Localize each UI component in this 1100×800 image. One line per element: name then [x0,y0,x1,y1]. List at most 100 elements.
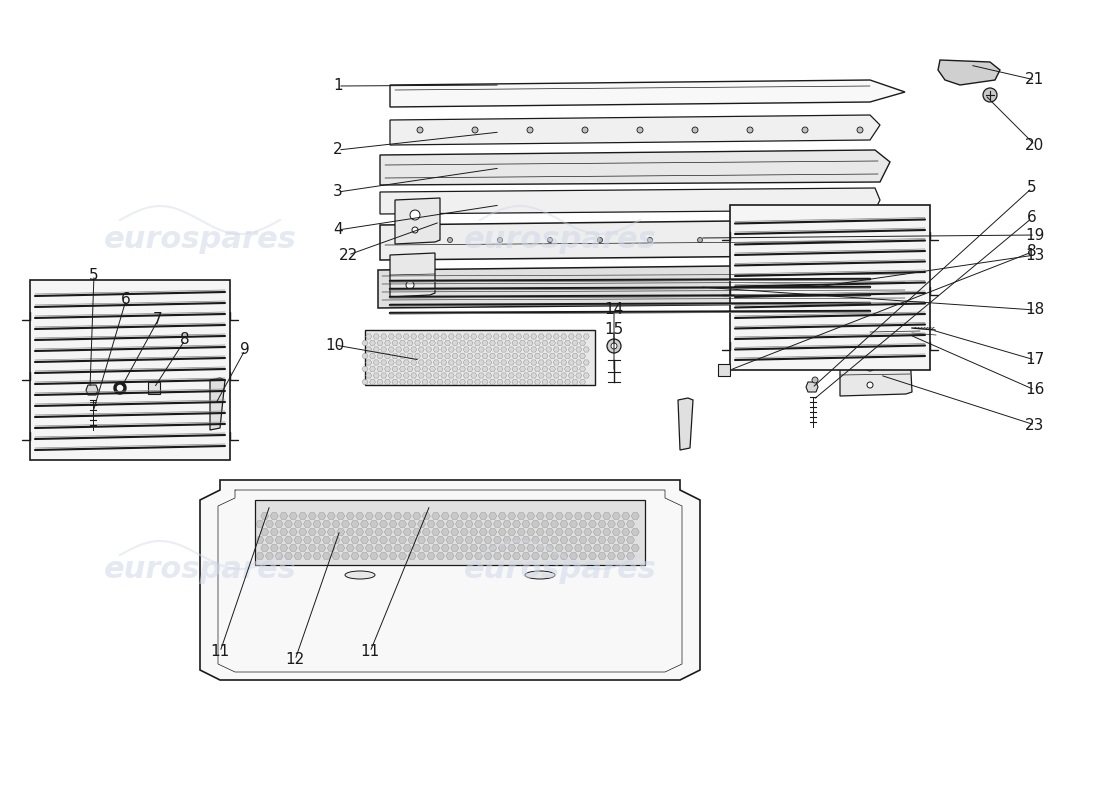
Polygon shape [530,360,537,365]
Polygon shape [294,537,302,543]
Polygon shape [493,360,499,365]
Polygon shape [522,521,530,527]
Polygon shape [537,545,544,551]
Polygon shape [486,347,492,352]
Polygon shape [541,553,549,559]
Polygon shape [407,379,412,385]
Polygon shape [497,366,503,371]
Polygon shape [494,537,502,543]
Polygon shape [617,521,625,527]
Polygon shape [370,553,378,559]
Polygon shape [505,341,510,346]
Polygon shape [570,553,578,559]
Polygon shape [373,347,380,352]
Polygon shape [362,341,369,346]
Polygon shape [426,334,431,339]
Polygon shape [346,529,354,535]
Text: 21: 21 [1025,73,1045,87]
Polygon shape [553,347,559,352]
Polygon shape [410,360,417,365]
Polygon shape [385,341,390,346]
Polygon shape [275,537,283,543]
Polygon shape [505,379,510,385]
Polygon shape [575,360,582,365]
Polygon shape [452,379,458,385]
Polygon shape [455,360,462,365]
Polygon shape [451,529,459,535]
Polygon shape [474,341,481,346]
Polygon shape [527,379,534,385]
Polygon shape [557,354,563,358]
Circle shape [802,127,808,133]
Polygon shape [86,385,98,395]
Text: 20: 20 [1025,138,1045,153]
Polygon shape [398,537,407,543]
Polygon shape [516,334,521,339]
Polygon shape [471,347,476,352]
Polygon shape [304,553,311,559]
Polygon shape [441,545,449,551]
Polygon shape [497,379,503,385]
Polygon shape [412,545,420,551]
Polygon shape [564,366,571,371]
Polygon shape [381,334,387,339]
Polygon shape [451,545,459,551]
Polygon shape [550,341,556,346]
Polygon shape [498,529,506,535]
Polygon shape [613,513,620,519]
Polygon shape [488,513,497,519]
Bar [30,280,230,460]
Polygon shape [441,529,449,535]
Polygon shape [361,553,368,559]
Polygon shape [375,529,383,535]
Text: 5: 5 [1027,181,1037,195]
Polygon shape [404,347,409,352]
Polygon shape [460,379,465,385]
Polygon shape [341,521,350,527]
Polygon shape [593,513,602,519]
Polygon shape [463,360,470,365]
Polygon shape [422,545,430,551]
Polygon shape [431,513,440,519]
Circle shape [857,127,864,133]
Polygon shape [471,334,476,339]
Polygon shape [261,513,268,519]
Polygon shape [437,366,443,371]
Polygon shape [542,354,548,358]
Polygon shape [389,553,397,559]
Polygon shape [588,537,596,543]
Polygon shape [561,347,566,352]
Polygon shape [373,373,380,378]
Polygon shape [365,360,372,365]
Polygon shape [365,347,372,352]
Polygon shape [631,529,639,535]
Text: 14: 14 [604,302,624,318]
Polygon shape [431,529,440,535]
Polygon shape [480,545,487,551]
Polygon shape [370,354,375,358]
Polygon shape [289,545,297,551]
Polygon shape [355,513,364,519]
Polygon shape [460,366,465,371]
Bar [730,205,930,370]
Polygon shape [441,360,447,365]
Polygon shape [422,366,428,371]
Polygon shape [200,480,700,680]
Polygon shape [490,341,495,346]
Polygon shape [412,529,420,535]
Polygon shape [474,537,483,543]
Polygon shape [429,379,436,385]
Polygon shape [446,521,454,527]
Polygon shape [530,373,537,378]
Polygon shape [470,545,477,551]
Circle shape [748,238,752,242]
Polygon shape [580,341,585,346]
Polygon shape [390,115,880,145]
Polygon shape [379,537,387,543]
Polygon shape [449,334,454,339]
Polygon shape [304,537,311,543]
Polygon shape [583,334,590,339]
Polygon shape [550,521,559,527]
Polygon shape [385,354,390,358]
Polygon shape [410,334,417,339]
